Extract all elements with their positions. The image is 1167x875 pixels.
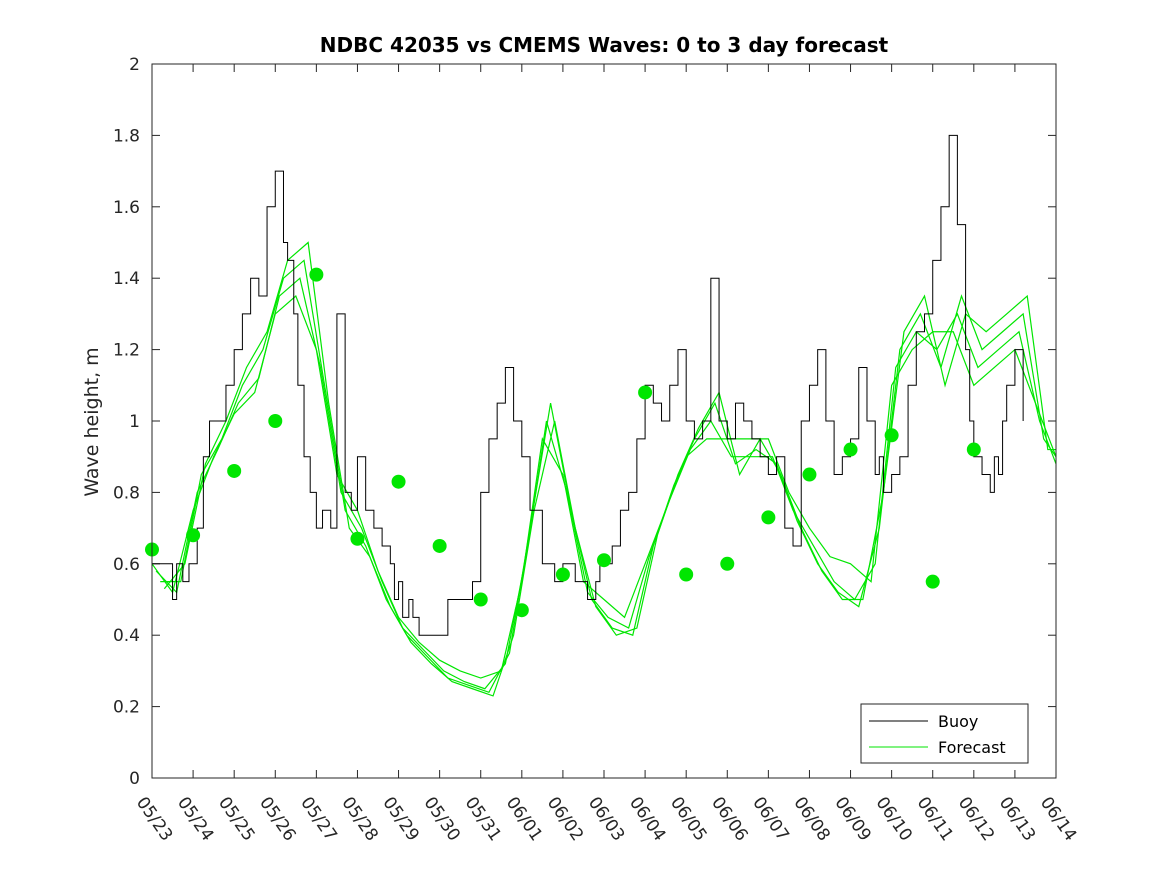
y-tick-label: 2 xyxy=(129,55,140,75)
x-tick-label: 05/30 xyxy=(420,793,464,845)
y-tick-label: 0.6 xyxy=(113,555,140,575)
plot-frame xyxy=(151,63,1057,779)
x-tick-label: 06/14 xyxy=(1036,793,1080,845)
x-tick-label: 05/23 xyxy=(132,793,176,845)
x-tick-label: 06/13 xyxy=(995,793,1039,845)
forecast-marker xyxy=(186,528,201,543)
x-tick-label: 05/31 xyxy=(461,793,505,845)
legend-buoy-label: Buoy xyxy=(938,712,978,731)
y-tick-label: 0.2 xyxy=(113,698,140,718)
forecast-series-line xyxy=(160,259,1057,694)
forecast-marker xyxy=(227,463,242,478)
forecast-marker xyxy=(925,574,940,589)
x-tick-label: 06/03 xyxy=(584,793,628,845)
forecast-marker xyxy=(679,567,694,582)
legend-box xyxy=(860,703,1029,764)
buoy-line xyxy=(152,134,1024,636)
forecast-marker xyxy=(843,442,858,457)
chart-title: NDBC 42035 vs CMEMS Waves: 0 to 3 day fo… xyxy=(320,33,889,57)
y-tick-label: 0.8 xyxy=(113,483,140,503)
forecast-marker xyxy=(966,442,981,457)
x-tick-label: 05/25 xyxy=(214,793,258,845)
x-tick-label: 06/10 xyxy=(872,793,916,845)
forecast-marker xyxy=(309,267,324,282)
y-tick-label: 0.4 xyxy=(113,626,140,646)
y-axis-label: Wave height, m xyxy=(81,347,103,496)
y-tick-label: 1.8 xyxy=(113,126,140,146)
x-tick-label: 06/01 xyxy=(502,793,546,845)
x-tick-label: 06/06 xyxy=(707,793,751,845)
y-tick-label: 1.2 xyxy=(113,341,140,361)
forecast-marker xyxy=(350,531,365,546)
forecast-lines xyxy=(151,241,1057,697)
forecast-series-line xyxy=(151,295,1057,679)
forecast-series-line xyxy=(155,277,1057,690)
y-tick-label: 0 xyxy=(129,769,140,789)
x-tick-label: 05/24 xyxy=(173,793,217,845)
y-tick-label: 1 xyxy=(129,412,140,432)
forecast-marker xyxy=(514,603,529,618)
x-tick-label: 05/27 xyxy=(296,793,340,845)
forecast-marker xyxy=(473,592,488,607)
forecast-marker xyxy=(761,510,776,525)
x-tick-label: 06/02 xyxy=(543,793,587,845)
forecast-marker xyxy=(802,467,817,482)
x-tick-label: 05/28 xyxy=(337,793,381,845)
x-tick-label: 05/26 xyxy=(255,793,299,845)
x-tick-label: 06/05 xyxy=(666,793,710,845)
x-tick-label: 06/09 xyxy=(830,793,874,845)
forecast-marker xyxy=(884,428,899,443)
x-tick-label: 06/07 xyxy=(748,793,792,845)
x-tick-label: 06/12 xyxy=(954,793,998,845)
forecast-series-line xyxy=(163,241,1056,697)
x-tick-label: 06/08 xyxy=(789,793,833,845)
y-tick-label: 1.4 xyxy=(113,269,140,289)
forecast-marker xyxy=(720,556,735,571)
plot-area xyxy=(152,64,1056,778)
legend: Buoy Forecast xyxy=(860,703,1029,764)
forecast-markers xyxy=(145,267,981,618)
forecast-marker xyxy=(268,414,283,428)
forecast-marker xyxy=(555,567,570,582)
forecast-marker xyxy=(638,385,653,400)
x-tick-label: 05/29 xyxy=(378,793,422,845)
y-tick-label: 1.6 xyxy=(113,198,140,218)
forecast-marker xyxy=(391,474,406,489)
legend-forecast-label: Forecast xyxy=(938,738,1006,757)
x-tick-label: 06/11 xyxy=(913,793,957,845)
buoy-series-line xyxy=(152,134,1024,636)
forecast-marker xyxy=(432,538,447,553)
x-tick-label: 06/04 xyxy=(625,793,669,845)
forecast-marker xyxy=(597,553,611,568)
